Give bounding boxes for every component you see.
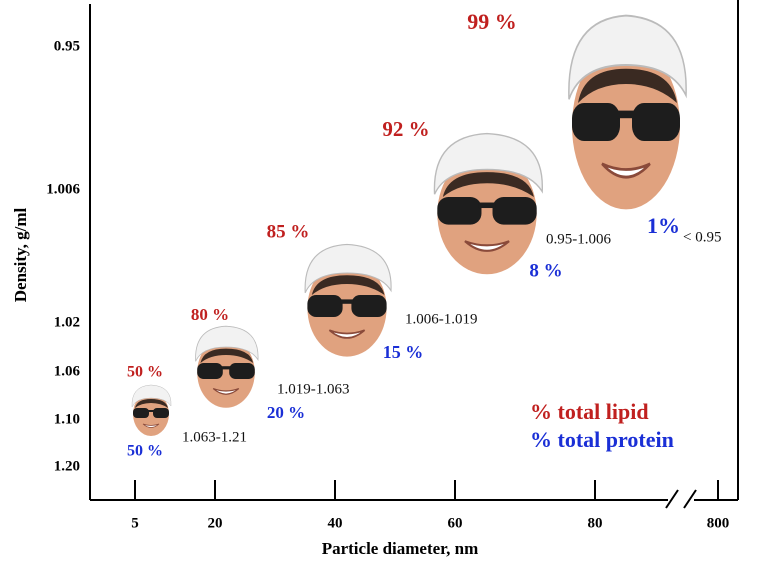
protein-label: 50 % [127, 443, 163, 460]
density-label: 1.019-1.063 [277, 381, 350, 397]
particle-face [567, 14, 688, 211]
legend-lipid: % total lipid [530, 399, 649, 424]
x-tick-label: 80 [588, 515, 603, 531]
density-label: 1.006-1.019 [405, 311, 478, 327]
density-label: 1.063-1.21 [182, 429, 247, 445]
axis-break [665, 489, 697, 510]
protein-label: 20 % [267, 403, 305, 422]
x-tick-label: 800 [707, 515, 730, 531]
y-tick-label: 1.006 [46, 181, 80, 197]
y-tick-label: 1.06 [54, 363, 81, 379]
lipid-label: 85 % [267, 221, 310, 242]
x-tick-label: 40 [328, 515, 343, 531]
particle-face [194, 325, 259, 409]
lipid-label: 99 % [467, 9, 517, 34]
particle-face [304, 243, 392, 358]
density-label: < 0.95 [683, 229, 721, 245]
particle-face [433, 132, 544, 276]
y-tick-label: 1.10 [54, 411, 80, 427]
y-axis-label: Density, g/ml [11, 208, 30, 303]
protein-label: 8 % [529, 260, 562, 281]
x-axis-label: Particle diameter, nm [322, 539, 479, 558]
lipid-label: 92 % [382, 117, 429, 141]
particle-face [131, 384, 172, 437]
density-label: 0.95-1.006 [546, 231, 611, 247]
lipid-label: 50 % [127, 364, 163, 381]
x-tick-label: 5 [131, 515, 139, 531]
x-ticks [134, 480, 719, 500]
x-tick-label: 60 [448, 515, 463, 531]
x-tick-label: 20 [208, 515, 223, 531]
y-tick-label: 1.20 [54, 458, 80, 474]
y-tick-label: 1.02 [54, 314, 80, 330]
y-tick-label: 0.95 [54, 38, 80, 54]
protein-label: 15 % [383, 342, 424, 362]
lipid-label: 80 % [191, 305, 229, 324]
protein-label: 1% [647, 213, 680, 238]
legend-protein: % total protein [530, 427, 674, 452]
